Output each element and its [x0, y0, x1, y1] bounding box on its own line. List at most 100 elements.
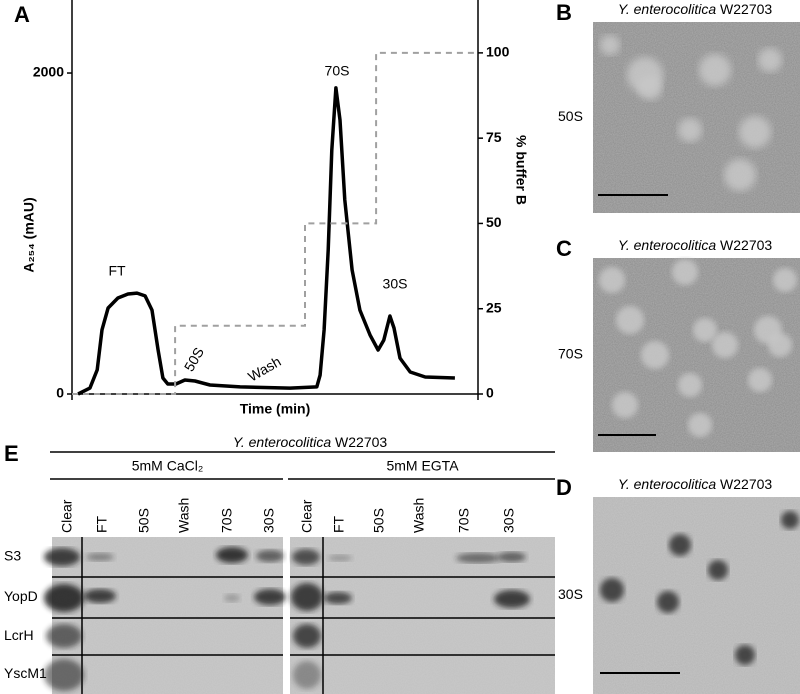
- particle: [739, 116, 771, 148]
- particle: [669, 534, 691, 556]
- band: [256, 550, 284, 562]
- species-label: Y. enterocolitica W22703: [618, 237, 773, 253]
- band: [216, 547, 248, 563]
- peak-annotation: Wash: [245, 353, 284, 384]
- absorbance-line: [77, 86, 455, 396]
- band: [324, 592, 352, 604]
- row-label: YopD: [4, 588, 38, 604]
- y2-tick-label: 100: [486, 44, 510, 60]
- y2-axis-label: % buffer B: [513, 135, 529, 205]
- species-label: Y. enterocolitica W22703: [618, 476, 773, 492]
- y-axis-label: A₂₅₄ (mAU): [21, 197, 37, 272]
- buffer-line: [72, 51, 478, 395]
- band: [328, 555, 352, 561]
- lane-label: Wash: [411, 498, 427, 533]
- y-tick-label: 0: [56, 385, 64, 401]
- group-label: 5mM CaCl₂: [132, 458, 204, 474]
- particle: [735, 645, 755, 665]
- lane-label: 70S: [456, 508, 472, 533]
- lane-label: 30S: [261, 508, 277, 533]
- panel-letter: C: [556, 236, 572, 261]
- y2-tick-label: 0: [486, 385, 494, 401]
- particle-label: 70S: [558, 346, 583, 362]
- species-name: Y. enterocolitica: [618, 1, 717, 17]
- band: [293, 624, 321, 648]
- particle: [638, 76, 662, 100]
- lane-label: 50S: [136, 508, 152, 533]
- band: [293, 661, 321, 689]
- particle: [699, 54, 731, 86]
- particle: [672, 259, 698, 285]
- particle: [599, 267, 625, 293]
- lane-label: FT: [94, 515, 110, 533]
- panel-letter: D: [556, 475, 572, 500]
- peak-annotation: 70S: [325, 63, 350, 79]
- y2-tick-label: 50: [486, 214, 502, 230]
- strain-name: W22703: [335, 434, 387, 450]
- band: [44, 659, 84, 691]
- band: [44, 584, 84, 612]
- particle: [724, 159, 756, 191]
- species-name: Y. enterocolitica: [618, 237, 717, 253]
- particle: [678, 118, 702, 142]
- band: [46, 624, 82, 648]
- band: [291, 583, 323, 611]
- particle: [708, 560, 728, 580]
- band: [224, 594, 240, 602]
- y-tick-label: 2000: [33, 64, 64, 80]
- lane-label: 30S: [501, 508, 517, 533]
- particle: [688, 413, 712, 437]
- band: [84, 589, 116, 603]
- particle: [758, 48, 782, 72]
- group-label: 5mM EGTA: [386, 458, 459, 474]
- strain-name: W22703: [720, 1, 772, 17]
- lane-label: Clear: [59, 499, 75, 533]
- band: [254, 589, 286, 605]
- row-label: YscM1: [4, 665, 47, 681]
- panel-letter: A: [14, 2, 30, 27]
- band: [86, 553, 114, 561]
- particle: [616, 306, 644, 334]
- lane-label: FT: [331, 515, 347, 533]
- particle: [748, 368, 772, 392]
- particle: [641, 341, 669, 369]
- species-label: Y. enterocolitica W22703: [233, 434, 388, 450]
- peak-annotation: 30S: [383, 276, 408, 292]
- particle: [773, 268, 797, 292]
- blot-grain: [290, 537, 555, 694]
- band: [44, 548, 80, 566]
- particle-label: 30S: [558, 586, 583, 602]
- particle: [600, 578, 624, 602]
- particle: [768, 333, 792, 357]
- band: [498, 552, 526, 562]
- particle: [612, 392, 638, 418]
- row-label: S3: [4, 548, 21, 564]
- species-label: Y. enterocolitica W22703: [618, 1, 773, 17]
- particle-label: 50S: [558, 108, 583, 124]
- lane-label: 70S: [219, 508, 235, 533]
- peak-annotation: FT: [108, 263, 126, 279]
- y2-tick-label: 75: [486, 129, 502, 145]
- species-name: Y. enterocolitica: [618, 476, 717, 492]
- strain-name: W22703: [720, 476, 772, 492]
- row-label: LcrH: [4, 627, 34, 643]
- particle: [781, 511, 799, 529]
- blot-grain: [52, 537, 283, 694]
- strain-name: W22703: [720, 237, 772, 253]
- y2-tick-label: 25: [486, 299, 502, 315]
- lane-label: Wash: [176, 498, 192, 533]
- peak-annotation: 50S: [181, 345, 207, 375]
- particle: [712, 332, 738, 358]
- lane-label: 50S: [371, 508, 387, 533]
- particle: [600, 35, 620, 55]
- band: [292, 549, 320, 565]
- band: [494, 590, 530, 608]
- panel-letter: E: [4, 441, 19, 466]
- band: [456, 553, 500, 563]
- particle: [657, 591, 679, 613]
- panel-letter: B: [556, 0, 572, 25]
- species-name: Y. enterocolitica: [233, 434, 332, 450]
- particle: [693, 318, 717, 342]
- x-axis-label: Time (min): [240, 401, 311, 417]
